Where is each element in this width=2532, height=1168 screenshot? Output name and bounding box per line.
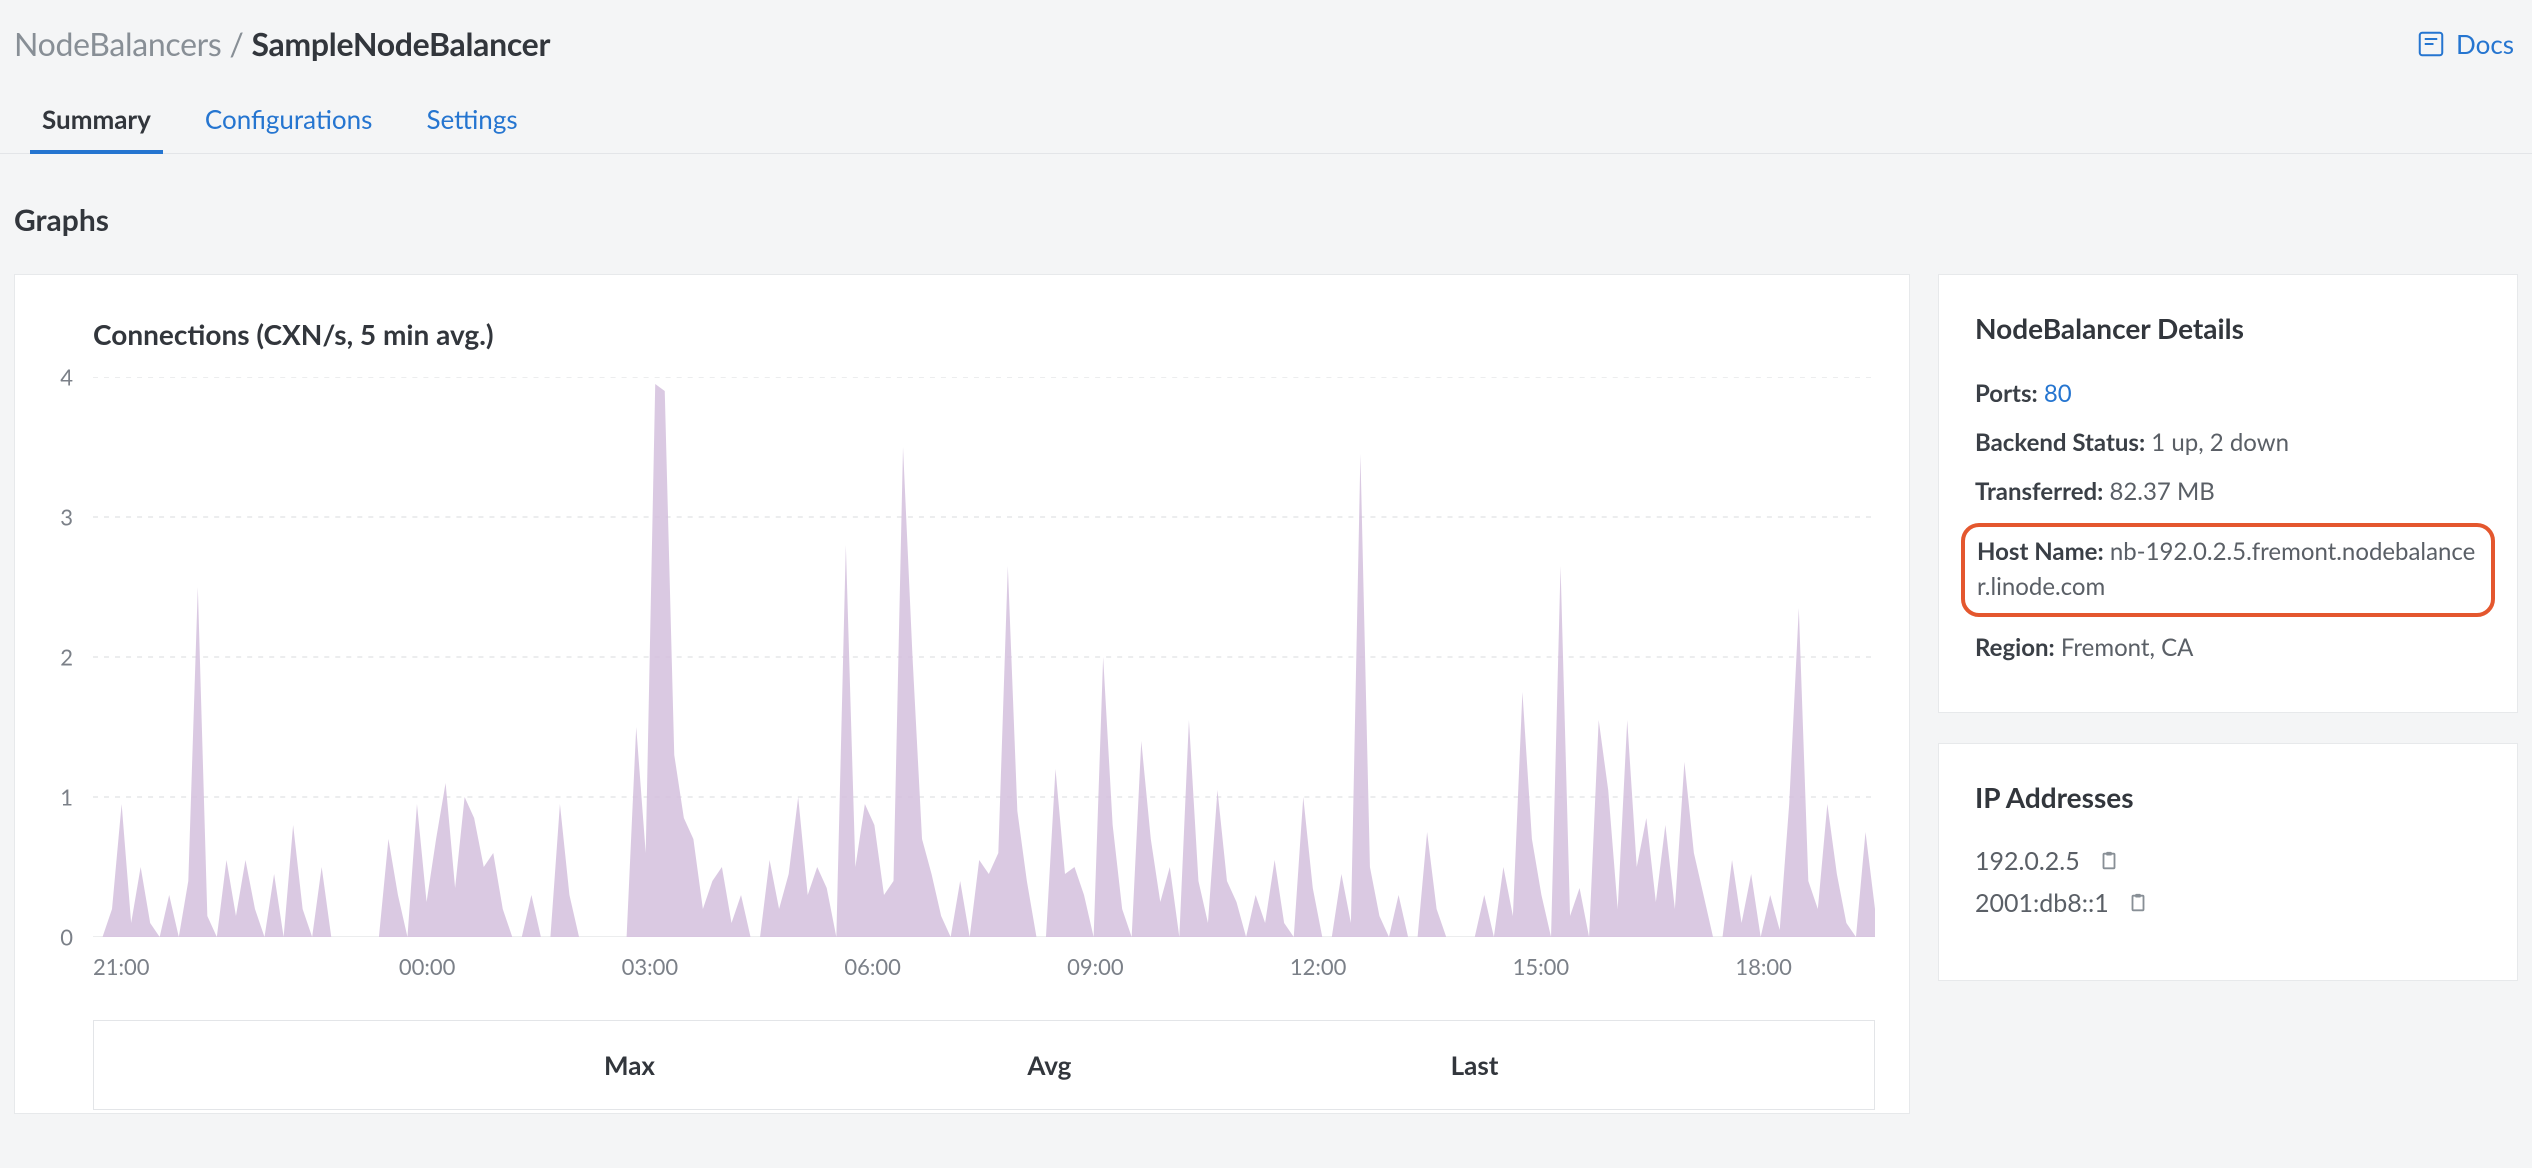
detail-backend-status: Backend Status: 1 up, 2 down — [1975, 426, 2481, 461]
docs-label: Docs — [2456, 28, 2514, 60]
docs-icon — [2416, 29, 2446, 59]
connections-chart-card: Connections (CXN/s, 5 min avg.) 01234 21… — [14, 274, 1910, 1114]
ip-value: 2001:db8::1 — [1975, 888, 2109, 918]
chart-x-tick: 06:00 — [761, 953, 984, 980]
copy-icon[interactable] — [2098, 848, 2120, 874]
copy-icon[interactable] — [2127, 890, 2149, 916]
chart-x-tick: 18:00 — [1652, 953, 1875, 980]
host-highlight: Host Name: nb-192.0.2.5.fremont.nodebala… — [1961, 523, 2495, 617]
chart-x-tick: 09:00 — [984, 953, 1207, 980]
detail-region: Region: Fremont, CA — [1975, 631, 2481, 666]
ports-link[interactable]: 80 — [2044, 379, 2072, 408]
ip-row: 2001:db8::1 — [1975, 888, 2481, 918]
chart-y-tick: 4 — [60, 364, 73, 391]
detail-transferred: Transferred: 82.37 MB — [1975, 475, 2481, 510]
detail-ports: Ports: 80 — [1975, 377, 2481, 412]
chart-stats-header: Max Avg Last — [93, 1020, 1875, 1110]
ip-addresses-card: IP Addresses 192.0.2.52001:db8::1 — [1938, 743, 2518, 981]
detail-hostname: Host Name: nb-192.0.2.5.fremont.nodebala… — [1977, 535, 2479, 605]
tab-summary[interactable]: Summary — [42, 103, 151, 153]
chart-x-tick: 00:00 — [316, 953, 539, 980]
breadcrumb: NodeBalancers / SampleNodeBalancer — [14, 24, 550, 63]
stats-max-label: Max — [604, 1049, 1027, 1081]
details-title: NodeBalancer Details — [1975, 311, 2481, 345]
chart-title: Connections (CXN/s, 5 min avg.) — [93, 317, 1875, 351]
chart-y-tick: 3 — [60, 504, 73, 531]
tab-settings[interactable]: Settings — [426, 103, 517, 153]
chart-x-tick: 12:00 — [1207, 953, 1430, 980]
details-card: NodeBalancer Details Ports: 80 Backend S… — [1938, 274, 2518, 713]
section-heading: Graphs — [0, 154, 2532, 238]
chart-x-tick: 15:00 — [1430, 953, 1653, 980]
ip-value: 192.0.2.5 — [1975, 846, 2080, 876]
docs-link[interactable]: Docs — [2416, 28, 2514, 60]
chart-x-axis: 21:0000:0003:0006:0009:0012:0015:0018:00 — [93, 937, 1875, 980]
chart-y-tick: 2 — [60, 644, 73, 671]
chart-plot: 01234 — [93, 377, 1875, 937]
ip-row: 192.0.2.5 — [1975, 846, 2481, 876]
chart-x-tick: 03:00 — [539, 953, 762, 980]
stats-last-label: Last — [1451, 1049, 1874, 1081]
breadcrumb-current: SampleNodeBalancer — [251, 24, 550, 63]
tabs: Summary Configurations Settings — [0, 63, 2532, 154]
chart-x-tick: 21:00 — [93, 953, 316, 980]
stats-avg-label: Avg — [1027, 1049, 1450, 1081]
chart-y-tick: 1 — [60, 784, 73, 811]
breadcrumb-parent[interactable]: NodeBalancers — [14, 24, 221, 63]
ip-title: IP Addresses — [1975, 780, 2481, 814]
tab-configurations[interactable]: Configurations — [205, 103, 373, 153]
chart-y-tick: 0 — [60, 924, 73, 951]
